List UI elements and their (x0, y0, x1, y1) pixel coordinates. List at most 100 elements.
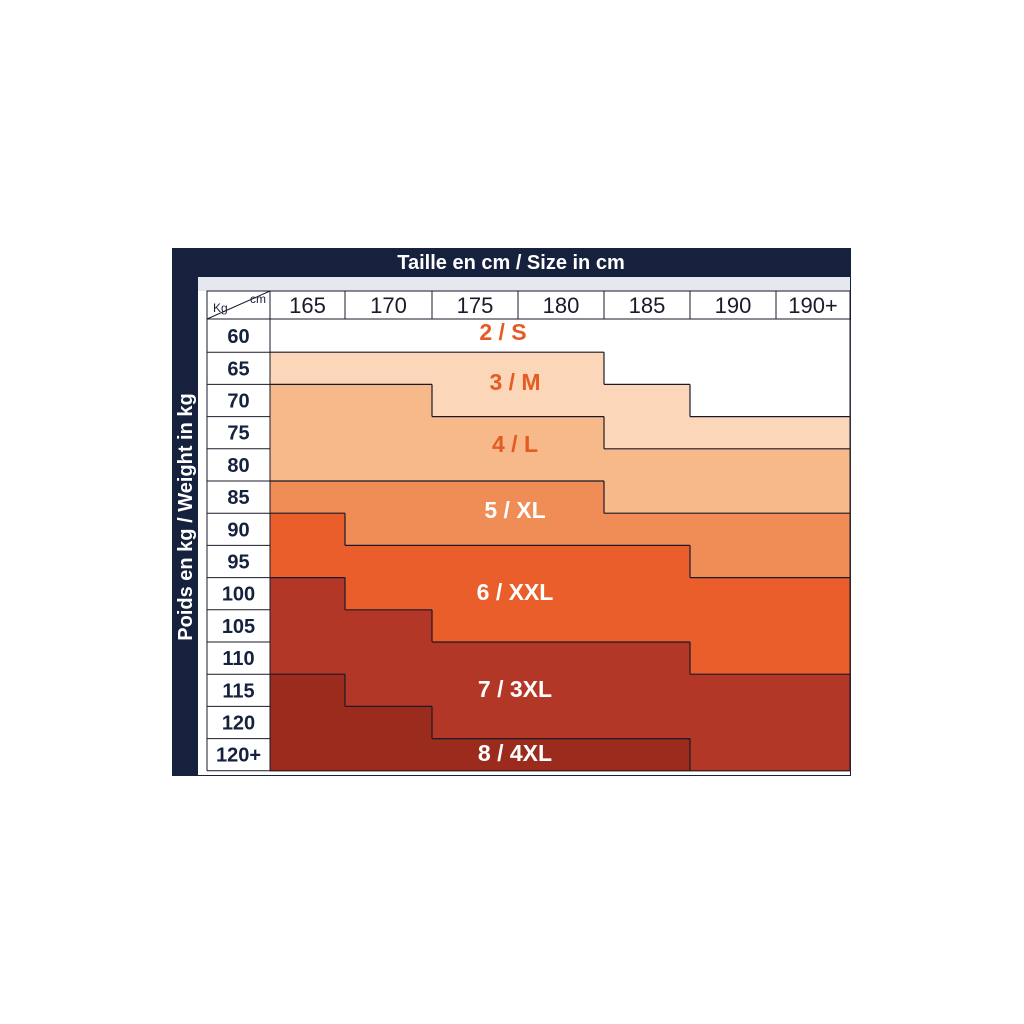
size-cell (604, 384, 691, 418)
size-cell (432, 513, 519, 546)
size-cell (432, 609, 519, 643)
size-cell (270, 320, 346, 353)
size-cell (345, 706, 433, 740)
row-tick-label: 90 (227, 519, 249, 541)
row-tick-label: 65 (227, 358, 249, 380)
size-cell (690, 577, 777, 611)
size-cell (518, 674, 605, 707)
size-cell (345, 513, 433, 546)
size-cell (270, 384, 346, 418)
size-cell (518, 577, 605, 611)
size-cell (345, 577, 433, 611)
size-cell (345, 609, 433, 643)
size-cell (690, 545, 777, 579)
size-cell (776, 513, 851, 546)
size-cell (432, 674, 519, 707)
size-cell (270, 513, 346, 546)
size-cell (690, 448, 777, 482)
column-tick-label: 170 (370, 293, 407, 318)
row-tick-label: 75 (227, 423, 249, 445)
size-cell (518, 384, 605, 418)
size-band-labels: 2 / S 3 / M 4 / L 5 / XL 6 / XXL 7 / 3XL 8 / 4… (477, 319, 554, 766)
row-tick-label: 120 (222, 713, 255, 735)
row-tick-label: 100 (222, 584, 255, 606)
size-cell (690, 320, 777, 353)
column-tick-label: 185 (629, 293, 666, 318)
size-cell (345, 642, 433, 675)
size-cell (604, 320, 691, 353)
size-cell (432, 738, 519, 772)
size-cell (776, 609, 851, 643)
size-cell (776, 738, 851, 772)
size-cell (518, 416, 605, 450)
corner-col-unit: cm (250, 292, 266, 306)
size-cell (776, 642, 851, 675)
size-cell (432, 706, 519, 740)
size-cell (432, 448, 519, 482)
size-cell (518, 642, 605, 675)
column-ticks: 165 170 175 180 185 190 190+ (289, 293, 838, 318)
size-bands (270, 320, 851, 772)
size-cell (604, 416, 691, 450)
size-cell (690, 706, 777, 740)
size-cell (604, 706, 691, 740)
size-cell (776, 706, 851, 740)
row-tick-label: 105 (222, 616, 255, 638)
size-cell (270, 642, 346, 675)
size-cell (690, 674, 777, 707)
size-cell (345, 320, 433, 353)
size-cell (345, 738, 433, 772)
size-cell (690, 609, 777, 643)
size-cell (518, 513, 605, 546)
size-cell (345, 674, 433, 707)
size-cell (776, 448, 851, 482)
size-cell (604, 738, 691, 772)
size-cell (518, 481, 605, 514)
size-cell (345, 384, 433, 418)
size-cell (345, 481, 433, 514)
size-cell (345, 352, 433, 385)
size-cell (270, 416, 346, 450)
size-band-label: 6 / XXL (477, 579, 554, 605)
size-cell (518, 738, 605, 772)
size-cell (690, 642, 777, 675)
header-grid (206, 290, 851, 772)
size-cell (518, 706, 605, 740)
size-cell (604, 609, 691, 643)
size-cell (432, 352, 519, 385)
band-borders (270, 351, 850, 771)
size-cell (270, 448, 346, 482)
size-cell (432, 416, 519, 450)
size-cell (345, 545, 433, 579)
size-cell (604, 642, 691, 675)
size-cell (604, 545, 691, 579)
size-cell (518, 609, 605, 643)
size-cell (776, 384, 851, 418)
column-tick-label: 165 (289, 293, 326, 318)
corner-cell: Kg cm (206, 290, 271, 320)
size-band-label: 2 / S (479, 319, 526, 345)
corner-diagonal (206, 290, 271, 320)
column-tick-label: 180 (543, 293, 580, 318)
row-tick-label: 80 (227, 455, 249, 477)
size-band-label: 4 / L (492, 431, 538, 457)
size-band-label: 5 / XL (484, 497, 545, 523)
row-tick-label: 70 (227, 391, 249, 413)
column-tick-label: 175 (457, 293, 494, 318)
size-cell (432, 384, 519, 418)
size-cell (345, 416, 433, 450)
row-tick-label: 85 (227, 487, 249, 509)
size-band-label: 7 / 3XL (478, 676, 552, 702)
size-cell (776, 577, 851, 611)
size-cell (604, 513, 691, 546)
size-cell (518, 320, 605, 353)
size-cell (776, 674, 851, 707)
size-cell (432, 545, 519, 579)
row-tick-label: 60 (227, 326, 249, 348)
chart-title: Taille en cm / Size in cm (397, 252, 625, 274)
size-cell (604, 481, 691, 514)
size-cell (690, 513, 777, 546)
size-cell (270, 706, 346, 740)
size-cell (690, 738, 777, 772)
